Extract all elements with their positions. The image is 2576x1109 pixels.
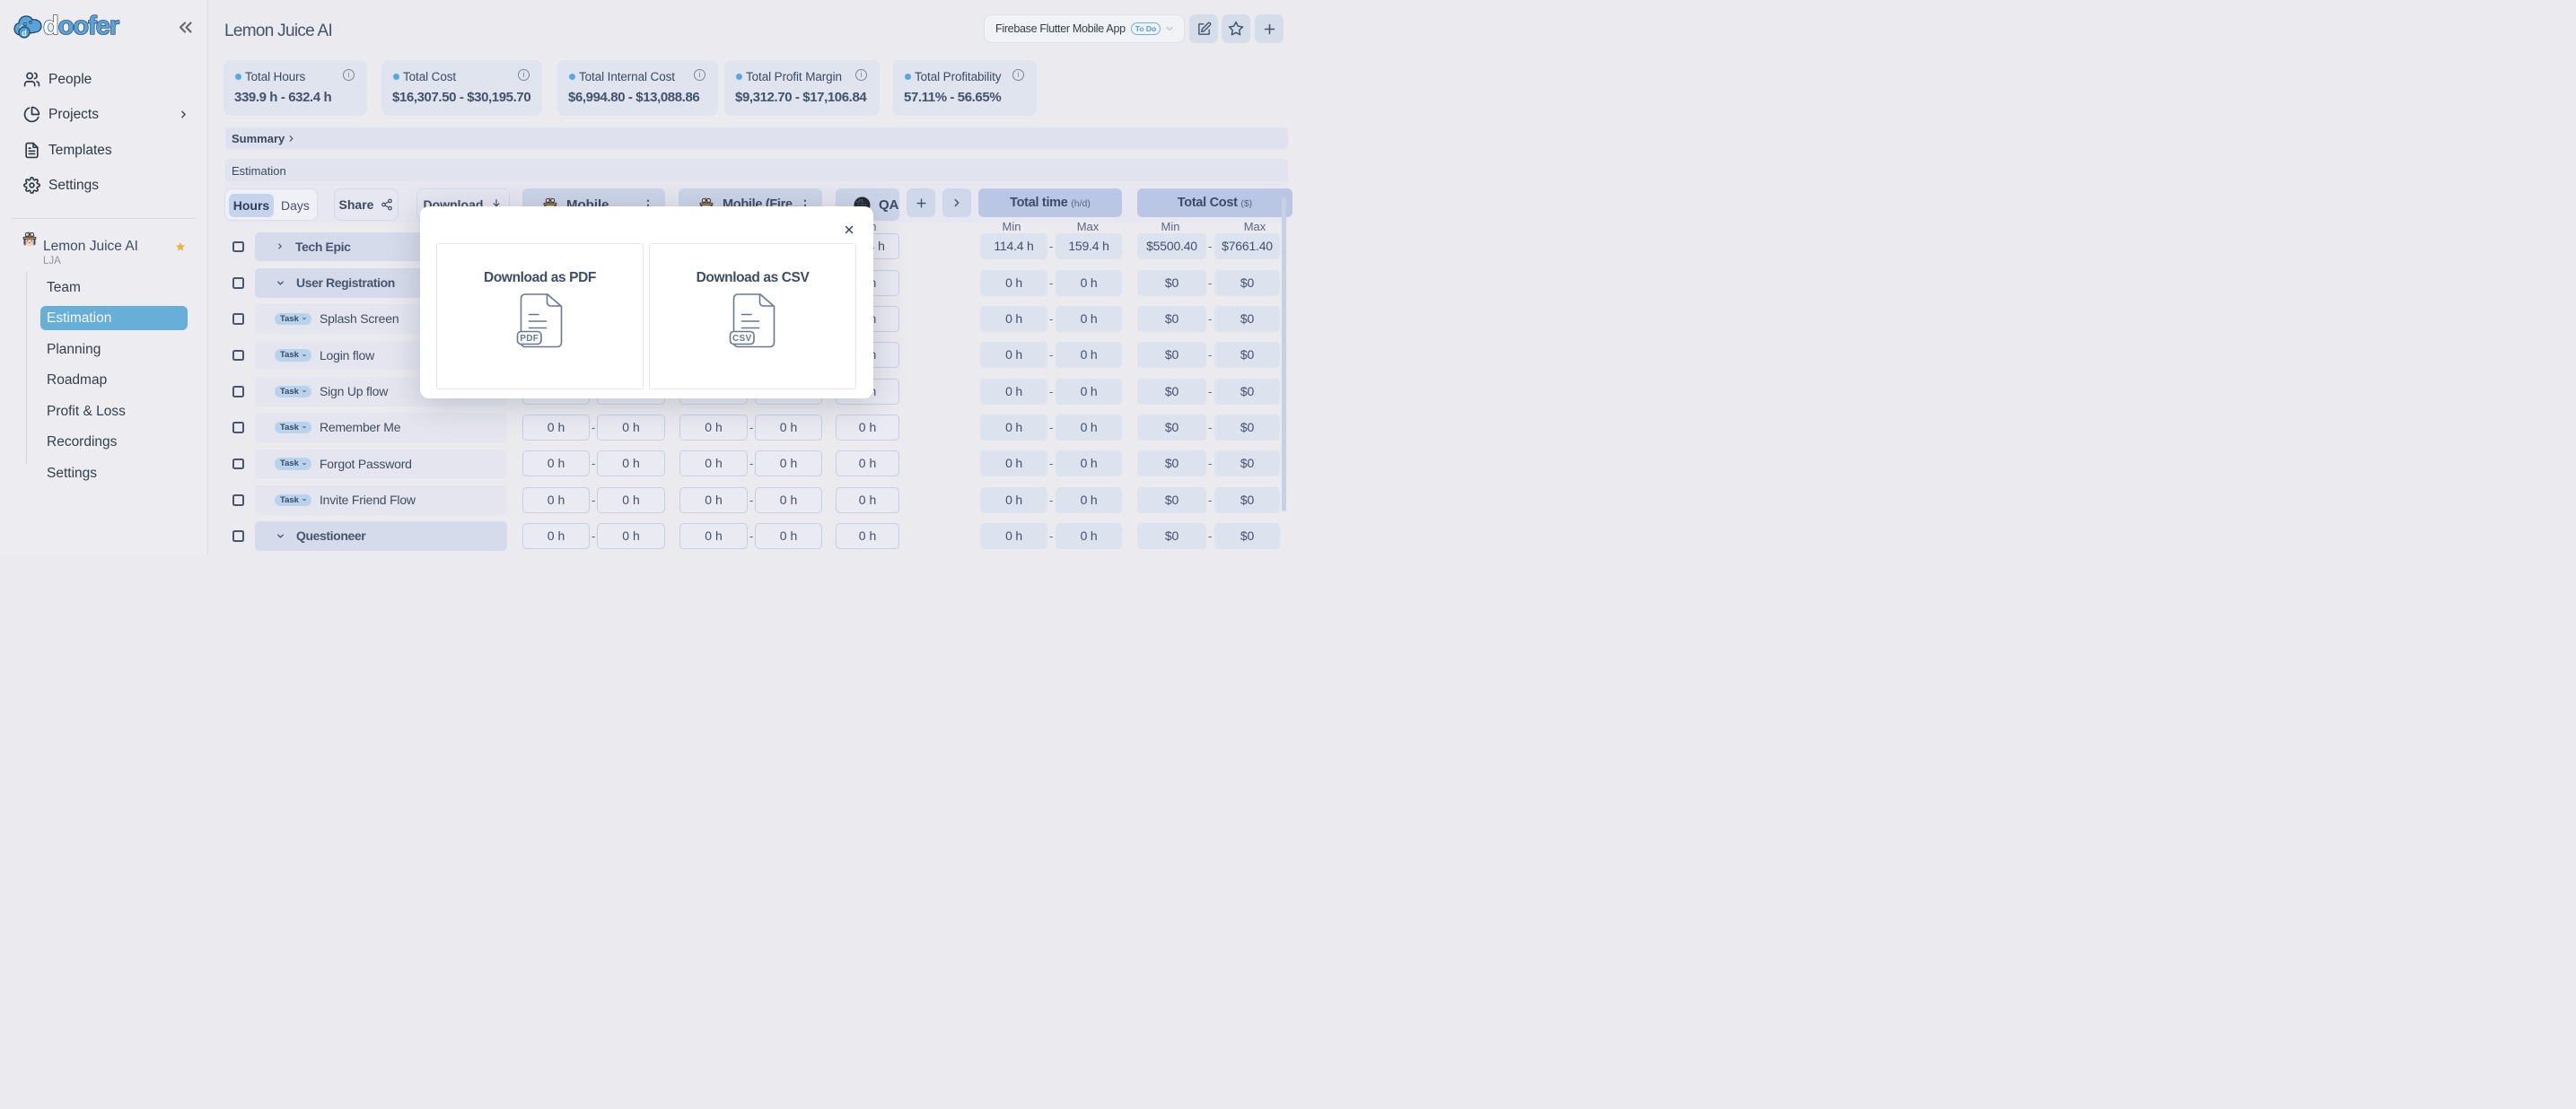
svg-text:d: d <box>22 29 27 38</box>
svg-text:CSV: CSV <box>732 334 751 344</box>
svg-text:PDF: PDF <box>520 334 539 344</box>
